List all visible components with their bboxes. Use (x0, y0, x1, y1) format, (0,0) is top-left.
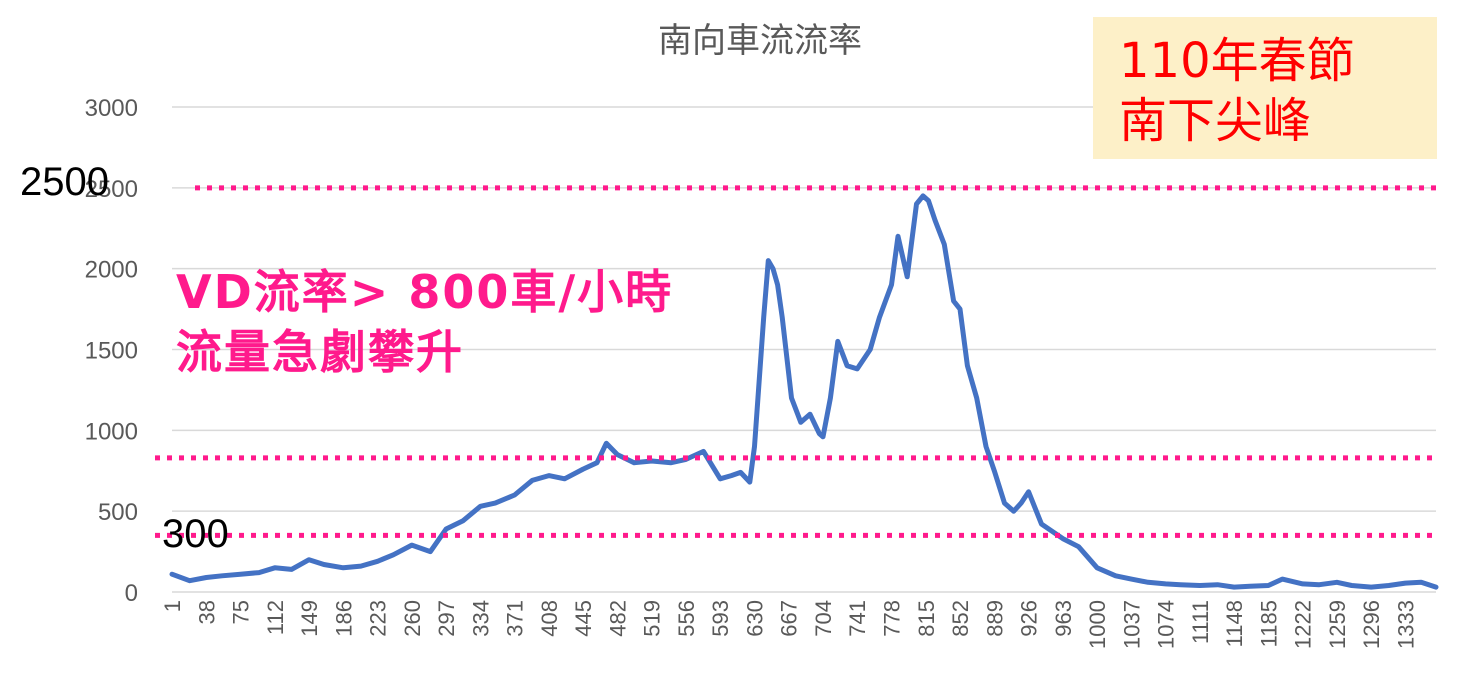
x-tick-label: 334 (468, 600, 493, 637)
chart-title: 南向車流流率 (658, 21, 862, 61)
x-tick-label: 1037 (1119, 600, 1144, 649)
x-tick-label: 741 (845, 600, 870, 637)
x-tick-label: 75 (229, 600, 254, 624)
x-tick-label: 1259 (1325, 600, 1350, 649)
x-tick-label: 260 (400, 600, 425, 637)
x-tick-label: 1000 (1085, 600, 1110, 649)
reference-lines (155, 185, 1438, 538)
callout-line-1: VD流率> 800車/小時 (176, 265, 674, 319)
x-tick-label: 1148 (1222, 600, 1247, 647)
x-tick-label: 630 (742, 600, 767, 637)
x-tick-label: 186 (331, 600, 356, 637)
annotation-box: 110年春節 南下尖峰 (1093, 17, 1437, 159)
y-tick-label: 2500 (85, 176, 138, 203)
x-tick-label: 1296 (1359, 600, 1384, 649)
x-tick-label: 445 (571, 600, 596, 637)
y-axis-ticks: 0 500 1000 1500 2000 2500 3000 (85, 95, 138, 607)
x-tick-label: 778 (880, 600, 905, 637)
y-tick-label: 2000 (85, 257, 138, 284)
x-tick-label: 371 (503, 600, 528, 637)
x-tick-label: 1185 (1256, 600, 1281, 647)
x-tick-label: 112 (263, 600, 288, 635)
x-tick-label: 149 (297, 600, 322, 637)
x-tick-label: 519 (640, 600, 665, 637)
reference-label-2500: 2500 (20, 160, 109, 204)
x-tick-label: 1074 (1154, 600, 1179, 649)
y-tick-label: 3000 (85, 95, 138, 122)
y-tick-label: 1000 (85, 418, 138, 445)
series-line-0 (169, 193, 1439, 590)
annotation-line-2: 南下尖峰 (1119, 93, 1312, 149)
annotation-line-1: 110年春節 (1119, 33, 1355, 89)
y-tick-label: 0 (125, 580, 138, 607)
y-tick-label: 1500 (85, 338, 138, 365)
x-tick-label: 556 (674, 600, 699, 637)
x-tick-label: 926 (1017, 600, 1042, 637)
x-tick-label: 889 (982, 600, 1007, 637)
callout-line-2: 流量急劇攀升 (176, 325, 464, 379)
x-tick-label: 1111 (1188, 600, 1213, 644)
x-tick-label: 1222 (1291, 600, 1316, 649)
x-tick-label: 38 (194, 600, 219, 624)
x-tick-label: 593 (708, 600, 733, 637)
x-tick-label: 223 (366, 600, 391, 637)
x-axis-ticks: 1 38 75 112 149 186 223 260 297 334 371 408 445 482 51… (160, 600, 1418, 649)
reference-label-300: 300 (162, 512, 229, 556)
x-tick-label: 704 (811, 600, 836, 637)
x-tick-label: 482 (605, 600, 630, 637)
x-tick-label: 1 (160, 600, 185, 612)
x-tick-label: 408 (537, 600, 562, 637)
x-tick-label: 963 (1051, 600, 1076, 637)
x-tick-label: 1333 (1393, 600, 1418, 649)
callout-text: VD流率> 800車/小時 流量急劇攀升 (176, 262, 673, 382)
x-tick-label: 667 (777, 600, 802, 637)
y-tick-label: 500 (98, 499, 138, 526)
x-tick-label: 852 (948, 600, 973, 637)
series-layer (169, 193, 1439, 590)
x-tick-label: 815 (914, 600, 939, 637)
x-tick-label: 297 (434, 600, 459, 637)
